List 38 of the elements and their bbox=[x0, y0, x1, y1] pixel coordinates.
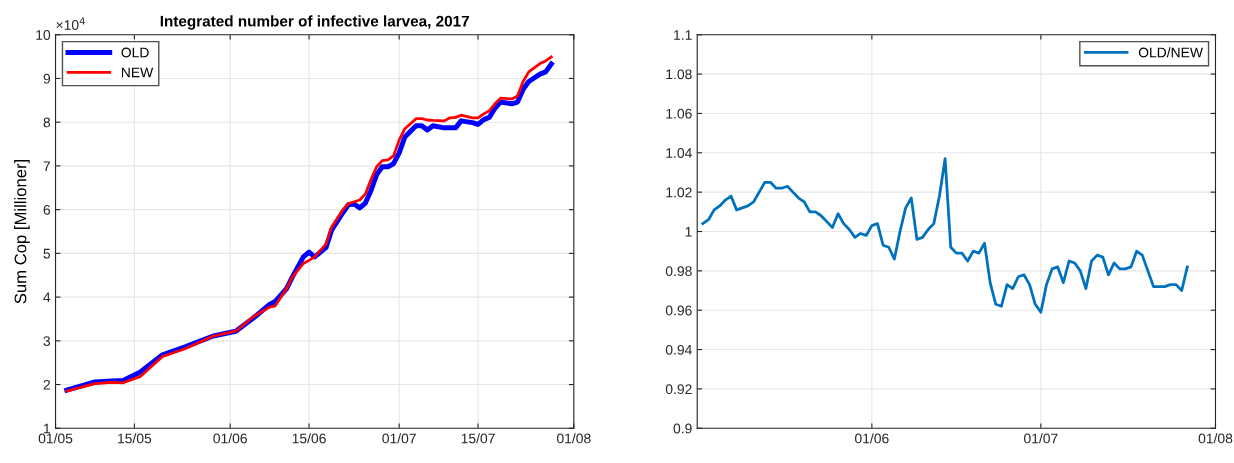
y-tick-label: 1 bbox=[685, 226, 692, 237]
x-tick-label: 15/06 bbox=[292, 433, 326, 444]
y-axis-title: Sum Cop [Millioner] bbox=[14, 159, 30, 304]
y-tick-label: 1.08 bbox=[666, 69, 692, 80]
legend-label: OLD bbox=[121, 47, 149, 58]
y-tick-label: 1.1 bbox=[674, 30, 692, 40]
x-tick-label: 01/07 bbox=[1024, 433, 1058, 444]
y-tick-label: 10 bbox=[36, 30, 51, 40]
y-tick-label: 6 bbox=[43, 204, 51, 215]
y-tick-label: 1.02 bbox=[666, 187, 692, 198]
y-tick-label: 5 bbox=[43, 248, 51, 259]
x-tick-label: 01/05 bbox=[38, 433, 73, 444]
y-tick-label: 0.94 bbox=[665, 344, 692, 355]
y-tick-label: 9 bbox=[43, 73, 51, 84]
line-series bbox=[701, 157, 1189, 314]
y-tick-label: 0.98 bbox=[665, 266, 692, 277]
x-tick-label: 01/07 bbox=[382, 433, 416, 444]
y-tick-label: 1 bbox=[44, 423, 50, 434]
x-tick-label: 15/07 bbox=[461, 433, 495, 444]
x-tick-label: 01/08 bbox=[556, 433, 591, 444]
x-tick-label: 01/06 bbox=[213, 433, 247, 444]
y-tick-label: 2 bbox=[43, 379, 50, 390]
y-tick-label: 3 bbox=[43, 336, 51, 346]
x-tick-label: 15/05 bbox=[118, 433, 152, 444]
y-tick-label: 0.96 bbox=[665, 305, 692, 316]
y-tick-label: 4 bbox=[43, 292, 51, 303]
text: ×10$^{4}$ bbox=[56, 17, 85, 30]
y-tick-label: 8 bbox=[43, 117, 51, 128]
y-tick-label: 1.06 bbox=[666, 108, 692, 119]
y-tick-label: 1.04 bbox=[666, 148, 692, 158]
y-tick-label: 0.9 bbox=[673, 423, 692, 434]
x-tick-label: 01/08 bbox=[1198, 433, 1233, 444]
x-tick-label: 01/06 bbox=[855, 433, 889, 444]
legend-label: OLD/NEW bbox=[1138, 47, 1203, 58]
legend-label: NEW bbox=[121, 67, 154, 78]
y-tick-label: 0.92 bbox=[665, 384, 692, 395]
chart-title: Integrated number of infective larvea, 2017 bbox=[160, 15, 469, 30]
y-tick-label: 7 bbox=[43, 161, 50, 171]
